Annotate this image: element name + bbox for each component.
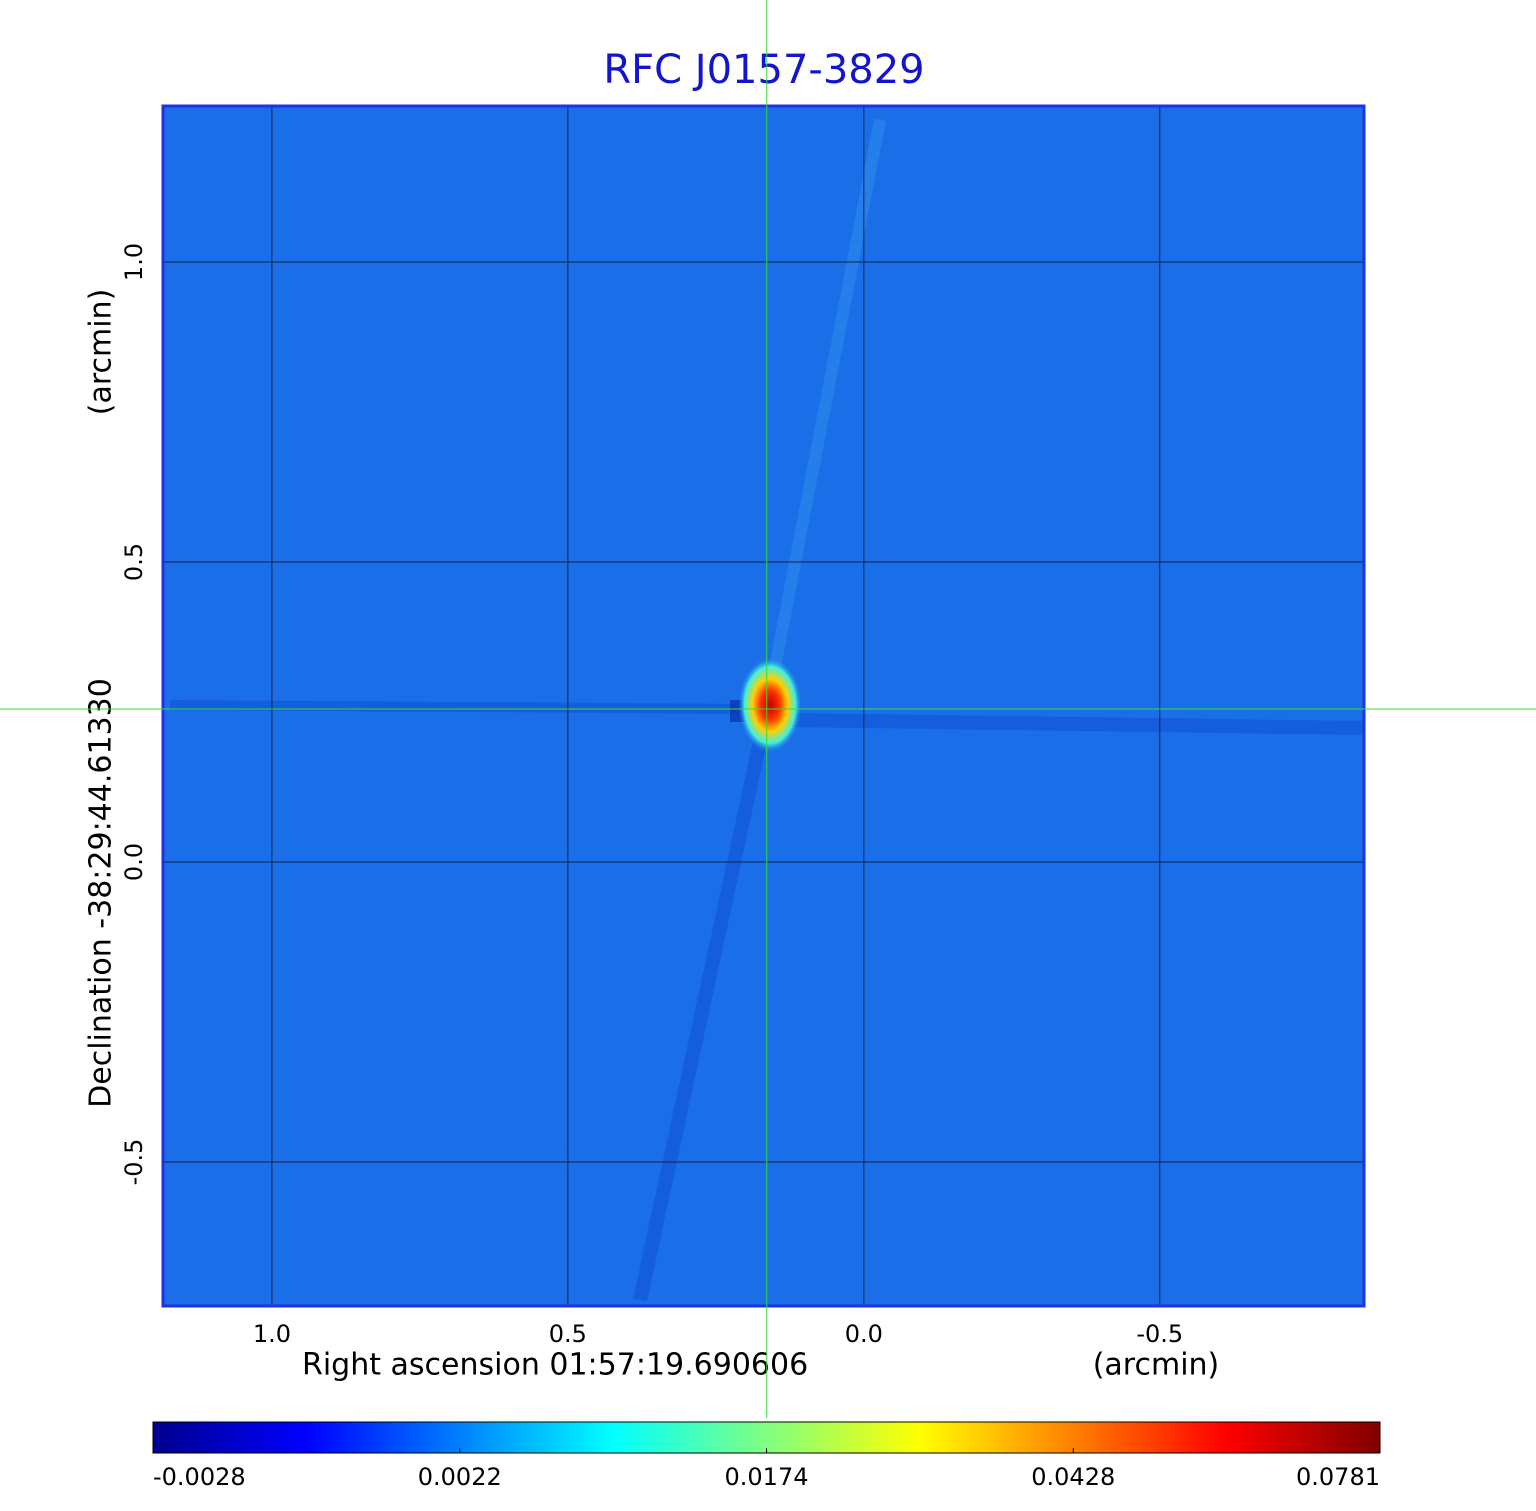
y-axis-unit: (arcmin) bbox=[84, 289, 119, 416]
image-source bbox=[738, 657, 802, 753]
colorbar-tick-label: 0.0428 bbox=[1031, 1463, 1115, 1491]
x-tick-label: -0.5 bbox=[1136, 1320, 1183, 1348]
colorbar-tick-label: 0.0022 bbox=[418, 1463, 502, 1491]
y-tick-label: -0.5 bbox=[120, 1139, 148, 1186]
colorbar-tick-label: -0.0028 bbox=[153, 1463, 246, 1491]
y-tick-label: 1.0 bbox=[120, 243, 148, 281]
grid bbox=[163, 106, 1364, 1306]
plot-frame bbox=[161, 104, 1366, 1308]
x-tick-label: 1.0 bbox=[253, 1320, 291, 1348]
x-axis-label: Right ascension 01:57:19.690606 bbox=[302, 1348, 808, 1383]
y-axis-label: Declination -38:29:44.61330 bbox=[84, 678, 119, 1108]
colorbar-tick-label: 0.0781 bbox=[1296, 1463, 1380, 1491]
colorbar-tick-label: 0.0174 bbox=[725, 1463, 809, 1491]
x-axis-unit: (arcmin) bbox=[1093, 1348, 1220, 1383]
chart-title: RFC J0157-3829 bbox=[603, 47, 924, 93]
y-tick-label: 0.5 bbox=[120, 543, 148, 581]
y-tick-label: 0.0 bbox=[120, 843, 148, 881]
colorbar bbox=[152, 1421, 1381, 1454]
x-tick-label: 0.0 bbox=[845, 1320, 883, 1348]
x-tick-label: 0.5 bbox=[549, 1320, 587, 1348]
image-streaks bbox=[169, 118, 1365, 1302]
